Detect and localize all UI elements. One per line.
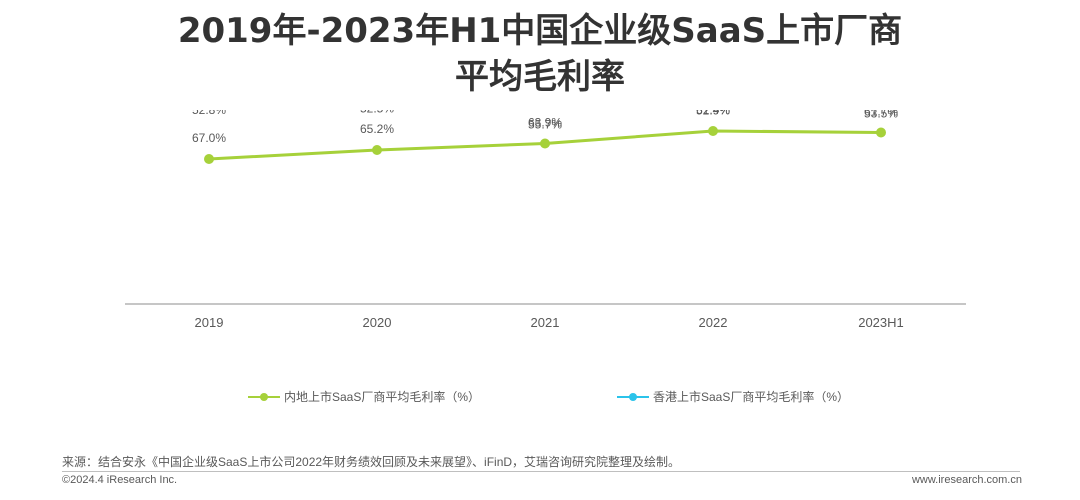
source-note: 来源：结合安永《中国企业级SaaS上市公司2022年财务绩效回顾及未来展望》、i… (62, 455, 681, 469)
legend-label-series1: 内地上市SaaS厂商平均毛利率（%） (284, 390, 481, 404)
series-1-data-label: 65.2% (360, 122, 394, 136)
legend-item-series2: 香港上市SaaS厂商平均毛利率（%） (617, 388, 849, 405)
series-1-point (204, 154, 214, 164)
series-1-data-label: 67.0% (192, 131, 226, 145)
x-tick-label: 2020 (363, 315, 392, 330)
x-tick-labels: 2019 2020 2021 2022 2023H1 (195, 315, 904, 330)
series-1-data-label: 61.4% (696, 110, 730, 117)
footer-divider (62, 471, 1020, 472)
series-2-data-label: 55.7% (528, 118, 562, 132)
legend-item-series1: 内地上市SaaS厂商平均毛利率（%） (248, 388, 480, 405)
legend-marker-series1 (248, 391, 280, 403)
chart-title: 2019年-2023年H1中国企业级SaaS上市厂商 平均毛利率 (0, 8, 1080, 100)
chart-title-line2: 平均毛利率 (455, 57, 625, 97)
series-2-data-label: 52.9% (696, 110, 730, 118)
line-chart: 67.0% 65.2% 63.9% 61.4% 61.7% 52.8% 52.5% 55.7%… (125, 110, 966, 330)
chart-title-line1: 2019年-2023年H1中国企业级SaaS上市厂商 (177, 11, 903, 51)
series-1: 67.0% 65.2% 63.9% 61.4% 61.7% (192, 110, 898, 164)
series-1-data-label: 63.9% (528, 116, 562, 130)
series-2-data-label: 53.5% (864, 110, 898, 121)
series-1-point (708, 126, 718, 136)
copyright-text: ©2024.4 iResearch Inc. (62, 474, 178, 486)
series-1-point (876, 127, 886, 138)
x-tick-label: 2021 (531, 315, 560, 330)
series-1-data-label: 61.7% (864, 110, 898, 119)
series-2-data-label: 52.8% (192, 110, 226, 117)
website-link[interactable]: www.iresearch.com.cn (911, 474, 1022, 486)
series-2: 52.8% 52.5% 55.7% 52.9% 53.5% (192, 110, 898, 132)
series-1-point (372, 145, 382, 155)
legend-label-series2: 香港上市SaaS厂商平均毛利率（%） (653, 390, 850, 404)
legend-marker-series2 (617, 391, 649, 403)
series-layer: 67.0% 65.2% 63.9% 61.4% 61.7% 52.8% 52.5% 55.7%… (192, 110, 898, 164)
series-1-point (540, 138, 550, 149)
x-tick-label: 2019 (195, 315, 224, 330)
series-2-data-label: 52.5% (360, 110, 394, 116)
x-tick-label: 2023H1 (858, 315, 904, 330)
x-tick-label: 2022 (699, 315, 728, 330)
